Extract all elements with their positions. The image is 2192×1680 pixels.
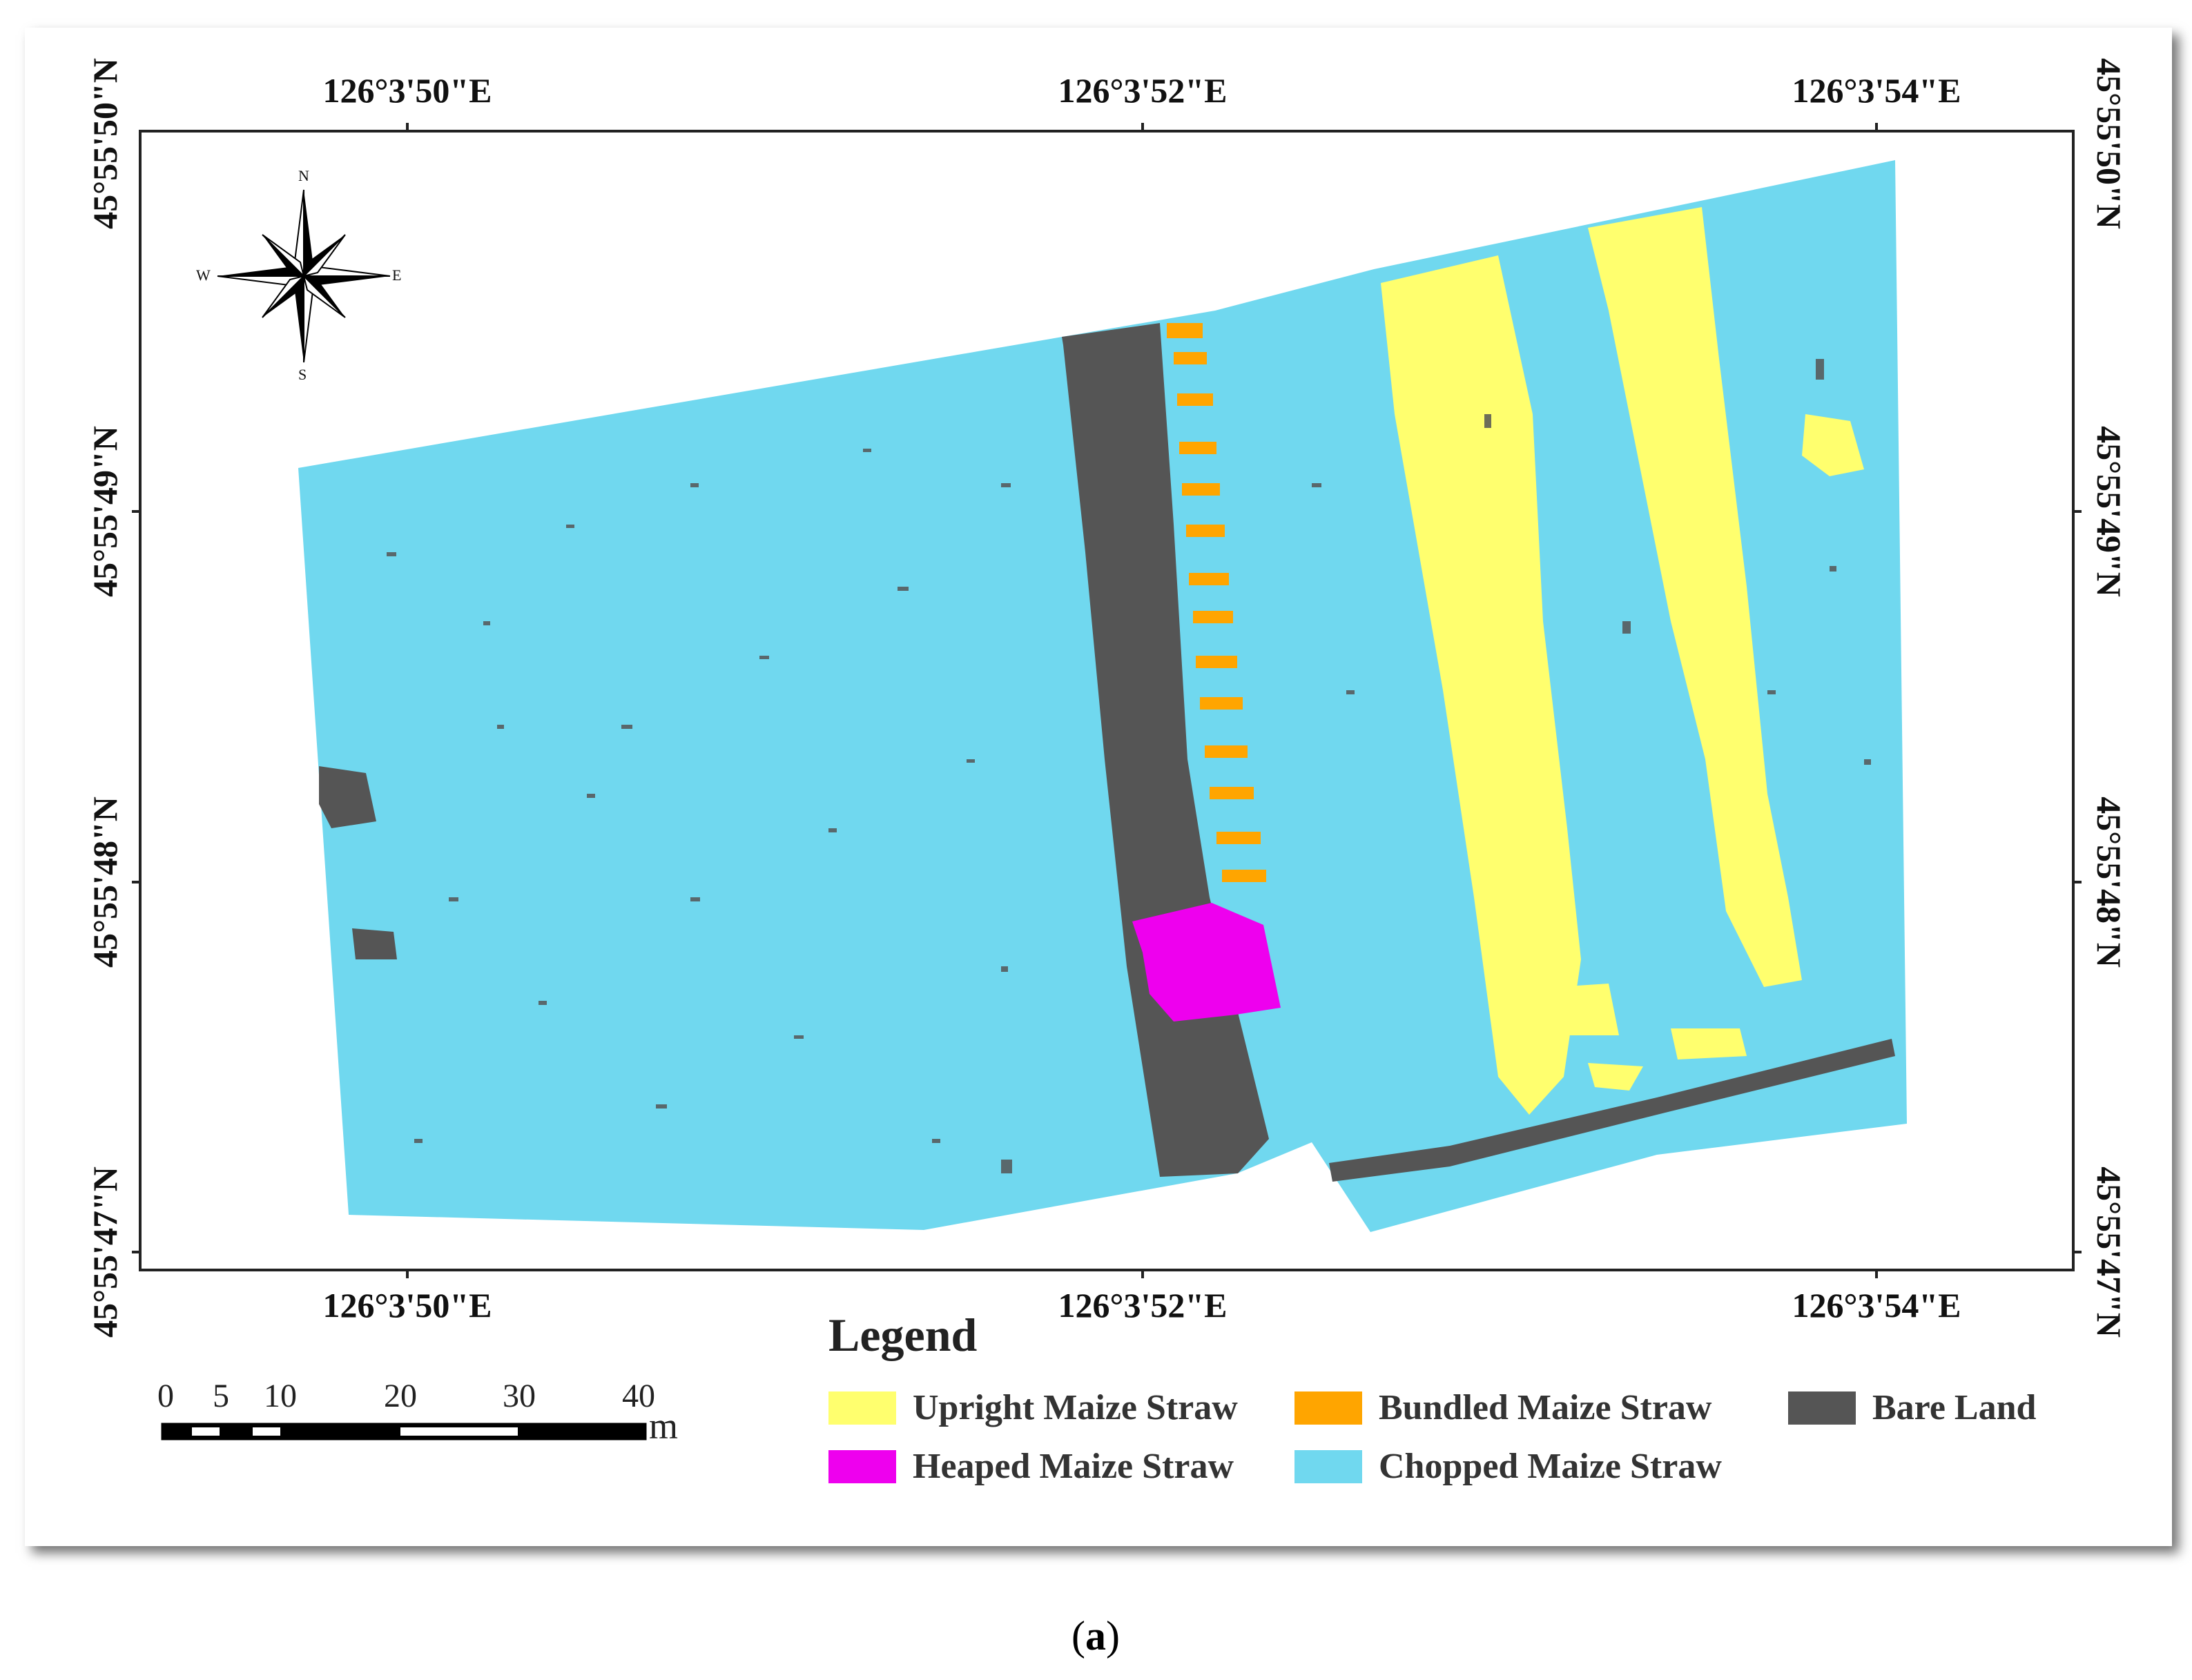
field-heaped-straw <box>1132 903 1281 1022</box>
scale-bar <box>161 1423 647 1440</box>
field-bare-land-left2 <box>352 928 397 959</box>
left-lat-label-2: 45°55'49"N <box>86 426 124 597</box>
compass-west-label: W <box>196 266 211 284</box>
frame-ticks <box>132 123 2082 1278</box>
right-lat-label-2: 45°55'49"N <box>2090 426 2128 597</box>
legend-swatch-bare <box>1788 1391 1856 1425</box>
legend-item-heaped: Heaped Maize Straw <box>828 1446 1234 1487</box>
figure-caption: (a) <box>1071 1612 1120 1660</box>
legend-swatch-chopped <box>1294 1449 1362 1483</box>
scale-tick-5: 5 <box>213 1378 229 1414</box>
field-bundled-straw <box>1167 323 1266 882</box>
left-lat-label-4: 45°55'47"N <box>86 1166 124 1338</box>
bottom-lon-label-3: 126°3'54"E <box>1792 1286 1961 1325</box>
field-upright-straw <box>1381 207 1864 1115</box>
left-lat-label-3: 45°55'48"N <box>86 797 124 968</box>
top-lon-label-2: 126°3'52"E <box>1058 71 1228 110</box>
bottom-lon-label-1: 126°3'50"E <box>322 1286 492 1325</box>
legend-label-chopped: Chopped Maize Straw <box>1379 1447 1722 1486</box>
legend-swatch-bundled <box>1294 1391 1362 1425</box>
field-bare-land-edge <box>1329 1039 1895 1182</box>
legend-swatch-upright <box>828 1391 896 1425</box>
top-lon-label-1: 126°3'50"E <box>322 71 492 110</box>
legend-item-chopped: Chopped Maize Straw <box>1294 1446 1722 1487</box>
compass-south-label: S <box>298 366 307 383</box>
caption-open: ( <box>1071 1613 1085 1659</box>
right-lat-label-1: 45°55'50"N <box>2090 58 2128 229</box>
caption-close: ) <box>1106 1613 1120 1659</box>
legend-label-upright: Upright Maize Straw <box>913 1388 1238 1427</box>
bottom-lon-label-2: 126°3'52"E <box>1058 1286 1228 1325</box>
scale-tick-30: 30 <box>503 1378 536 1414</box>
top-lon-label-3: 126°3'54"E <box>1792 71 1961 110</box>
legend-label-bundled: Bundled Maize Straw <box>1379 1388 1712 1427</box>
compass-east-label: E <box>392 266 402 284</box>
legend-item-upright: Upright Maize Straw <box>828 1387 1238 1428</box>
scale-tick-0: 0 <box>157 1378 174 1414</box>
field-bare-land-left <box>319 766 376 828</box>
right-lat-label-3: 45°55'48"N <box>2090 797 2128 968</box>
scale-tick-40: 40 <box>622 1378 655 1414</box>
left-lat-label-1: 45°55'50"N <box>86 58 124 229</box>
legend-item-bare: Bare Land <box>1788 1387 2036 1428</box>
legend-swatch-heaped <box>828 1449 896 1483</box>
scale-tick-10: 10 <box>264 1378 297 1414</box>
caption-letter: a <box>1085 1613 1106 1659</box>
scale-tick-20: 20 <box>384 1378 417 1414</box>
legend-label-heaped: Heaped Maize Straw <box>913 1447 1234 1486</box>
scale-unit: m <box>649 1405 679 1447</box>
map-frame <box>139 130 2075 1271</box>
right-lat-label-4: 45°55'47"N <box>2090 1166 2128 1338</box>
legend-title: Legend <box>828 1309 978 1361</box>
field-bare-speckle <box>387 359 1871 1173</box>
compass-rose <box>217 189 391 363</box>
legend-label-bare: Bare Land <box>1872 1388 2037 1427</box>
compass-north-label: N <box>298 167 309 184</box>
legend-item-bundled: Bundled Maize Straw <box>1294 1387 1711 1428</box>
